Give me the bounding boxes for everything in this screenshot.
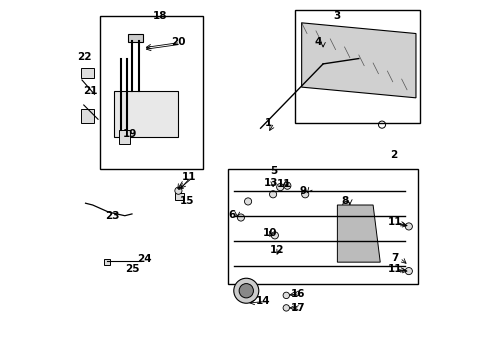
Text: 9: 9 (299, 186, 306, 196)
Circle shape (239, 284, 253, 298)
Bar (104, 258, 110, 265)
Text: 5: 5 (270, 166, 277, 176)
Bar (119, 130, 130, 144)
Circle shape (301, 191, 308, 198)
Text: 21: 21 (83, 86, 97, 96)
Text: 18: 18 (152, 12, 167, 21)
Text: 4: 4 (313, 37, 321, 48)
Text: 22: 22 (77, 52, 92, 62)
Text: 12: 12 (269, 246, 284, 255)
Text: 11: 11 (386, 264, 401, 274)
Circle shape (283, 305, 289, 311)
Bar (175, 193, 183, 200)
Polygon shape (337, 205, 380, 262)
Polygon shape (294, 10, 419, 123)
Bar (81, 68, 94, 78)
Text: 15: 15 (179, 197, 194, 206)
Circle shape (276, 184, 283, 191)
Text: 8: 8 (340, 196, 347, 206)
Bar (100, 16, 203, 169)
Circle shape (342, 202, 349, 208)
Circle shape (271, 232, 278, 239)
Text: 6: 6 (228, 210, 235, 220)
Text: 3: 3 (332, 12, 340, 21)
Circle shape (405, 267, 411, 275)
Circle shape (283, 292, 289, 298)
Polygon shape (301, 23, 415, 98)
Polygon shape (228, 169, 417, 284)
Circle shape (233, 278, 258, 303)
Circle shape (175, 187, 182, 194)
Text: 7: 7 (390, 253, 398, 263)
Circle shape (346, 225, 353, 232)
Text: 11: 11 (182, 172, 196, 182)
Bar (114, 91, 178, 137)
Text: 23: 23 (105, 211, 120, 221)
Text: 19: 19 (122, 129, 137, 139)
Circle shape (269, 191, 276, 198)
Text: 1: 1 (264, 118, 272, 128)
Text: 10: 10 (262, 228, 276, 238)
Text: 11: 11 (276, 179, 290, 189)
Circle shape (405, 223, 411, 230)
Circle shape (237, 214, 244, 221)
Text: 11: 11 (386, 217, 401, 227)
Text: 25: 25 (124, 264, 139, 274)
Text: 17: 17 (290, 303, 305, 313)
Bar (128, 33, 142, 42)
Bar (81, 109, 94, 123)
Circle shape (283, 182, 290, 189)
Text: 24: 24 (137, 253, 152, 264)
Text: 13: 13 (264, 178, 278, 188)
Text: 14: 14 (256, 296, 270, 306)
Circle shape (244, 198, 251, 205)
Text: 20: 20 (171, 37, 185, 48)
Text: 16: 16 (290, 289, 305, 298)
Text: 2: 2 (389, 150, 397, 160)
